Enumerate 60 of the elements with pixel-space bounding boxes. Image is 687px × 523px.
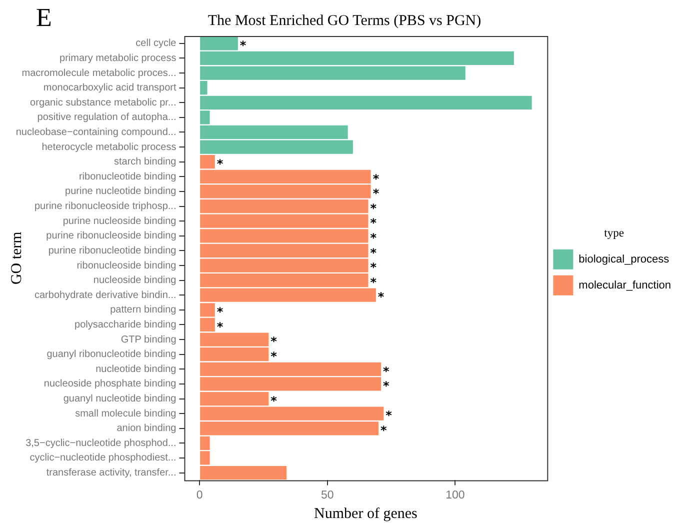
y-tick-label: primary metabolic process [60, 52, 176, 64]
y-tick-label: pattern binding [110, 304, 176, 316]
x-tick-label: 50 [320, 489, 334, 502]
annotation: * [370, 246, 378, 260]
y-tick-label: organic substance metabolic pr... [30, 97, 176, 108]
y-tick-label: nucleotide binding [96, 364, 176, 375]
annotation: * [370, 216, 378, 230]
chart-title: The Most Enriched GO Terms (PBS vs PGN) [208, 12, 482, 29]
y-tick-label: cyclic−nucleotide phosphodiest... [30, 452, 176, 464]
y-tick-label: nucleobase−containing compound... [16, 126, 176, 138]
y-tick-label: positive regulation of autopha... [37, 112, 176, 124]
y-tick-label: ribonucleoside binding [76, 260, 176, 272]
annotation: * [216, 320, 224, 334]
y-tick-label: guanyl ribonucleotide binding [46, 349, 176, 360]
text: E [36, 2, 52, 32]
y-tick-label: monocarboxylic acid transport [43, 82, 176, 94]
y-tick-label: transferase activity, transfer... [46, 468, 176, 479]
annotation: * [270, 349, 278, 364]
y-tick-label: ribonucleotide binding [78, 171, 176, 182]
annotation: * [383, 364, 390, 378]
y-axis-title: GO term [8, 231, 25, 285]
annotation: * [372, 172, 380, 186]
y-tick-label: 3,5−cyclic−nucleotide phosphod... [26, 438, 176, 449]
y-tick-label: carbohydrate derivative bindin... [34, 290, 176, 301]
x-axis-title: Number of genes [314, 506, 418, 522]
y-tick-label: anion binding [116, 423, 176, 434]
annotation: * [383, 379, 390, 394]
y-tick-label: purine ribonucleoside triphosp... [34, 201, 176, 212]
annotation: * [370, 201, 378, 216]
annotation: * [270, 334, 278, 349]
y-tick-label: cell cycle [136, 38, 177, 50]
y-tick-label: nucleoside phosphate binding [44, 378, 176, 390]
annotation: * [386, 408, 393, 423]
legend-title: type [604, 227, 624, 240]
annotation: * [270, 394, 278, 408]
annotation: * [370, 260, 378, 275]
annotation: * [240, 38, 247, 53]
y-tick-label: purine ribonucleotide binding [48, 245, 176, 256]
y-tick-label: small molecule binding [75, 408, 176, 420]
annotation: * [370, 231, 378, 246]
y-tick-label: purine ribonucleoside binding [46, 230, 176, 242]
annotation: * [370, 275, 378, 290]
y-tick-label: heterocycle metabolic process [42, 142, 176, 153]
annotation: * [216, 156, 224, 171]
y-tick-label: GTP binding [120, 334, 176, 346]
y-tick-label: purine nucleoside binding [62, 216, 176, 227]
y-tick-label: guanyl nucleotide binding [63, 394, 176, 405]
annotation: * [380, 424, 388, 438]
y-tick-label: polysaccharide binding [74, 319, 176, 330]
x-tick-label: 0 [196, 489, 203, 502]
annotation: * [216, 305, 224, 320]
y-tick-label: starch binding [114, 156, 176, 168]
legend-label: molecular_function [578, 279, 672, 292]
x-tick-label: 100 [446, 489, 465, 502]
annotation: * [372, 186, 380, 201]
y-tick-label: purine nucleotide binding [65, 186, 176, 198]
annotation: * [378, 290, 385, 304]
legend-label: biological_process [578, 253, 670, 266]
y-tick-label: nucleoside binding [93, 275, 176, 286]
y-tick-label: macromolecule metabolic proces... [22, 68, 176, 79]
